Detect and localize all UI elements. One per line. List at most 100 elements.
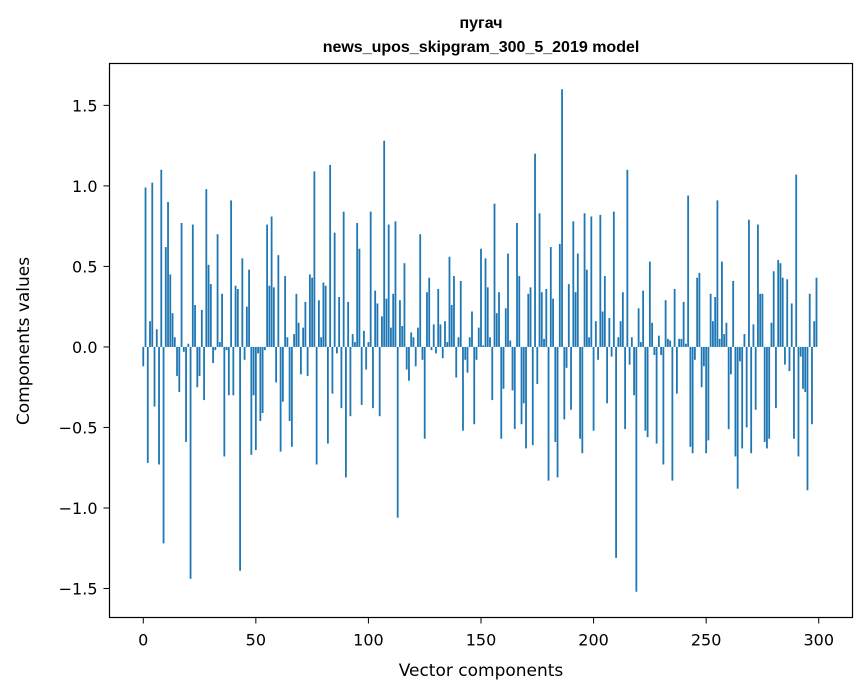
bar-155	[491, 346, 494, 401]
bar-264	[736, 346, 739, 489]
bar-197	[585, 269, 588, 347]
bar-248	[700, 346, 703, 388]
bar-99	[365, 346, 368, 370]
bar-175	[536, 346, 539, 384]
chart-title: пугач	[459, 15, 502, 32]
bar-109	[387, 224, 390, 347]
bar-211	[617, 337, 620, 347]
bar-79	[320, 337, 323, 347]
bar-63	[284, 276, 287, 347]
bar-176	[538, 213, 541, 347]
bars-group	[142, 89, 818, 592]
bar-28	[205, 189, 208, 347]
ticks-group: 0 50 100 150 200 250 300 −1.5 −1.0 −0.5 0.0 0.5 1.0 1…	[59, 96, 834, 649]
bar-280	[772, 271, 775, 347]
bar-242	[687, 195, 690, 347]
bar-183	[554, 346, 557, 442]
bar-144	[466, 346, 469, 373]
bar-228	[655, 346, 658, 444]
bar-117	[405, 346, 408, 370]
x-axis-label: Vector components	[399, 661, 564, 681]
y-tick-label: −1.5	[59, 580, 98, 599]
bar-166	[516, 222, 518, 347]
bar-82	[327, 346, 329, 444]
bar-164	[511, 346, 514, 391]
bar-122	[417, 327, 419, 347]
bar-86	[336, 346, 338, 354]
y-tick-label: 1.0	[72, 177, 97, 196]
bar-169	[522, 346, 525, 404]
bar-293	[802, 346, 804, 389]
bar-261	[730, 346, 732, 375]
x-tick-label: 150	[466, 631, 497, 650]
bar-129	[432, 324, 435, 347]
bar-279	[770, 322, 773, 347]
bar-77	[315, 346, 318, 465]
bar-58	[272, 287, 275, 347]
bar-11	[167, 202, 169, 347]
bar-57	[270, 216, 273, 347]
bar-165	[513, 346, 516, 430]
bar-1	[144, 187, 147, 347]
y-tick-label: 0.5	[72, 257, 97, 276]
bar-51	[257, 346, 259, 354]
bar-64	[286, 337, 289, 347]
bar-203	[599, 214, 602, 347]
bar-285	[784, 346, 786, 365]
bar-148	[475, 346, 478, 360]
bar-107	[383, 140, 386, 347]
bar-214	[624, 346, 626, 430]
bar-8	[160, 169, 163, 347]
bar-142	[462, 346, 464, 431]
bar-162	[507, 253, 509, 347]
bar-288	[790, 303, 793, 347]
bar-167	[518, 276, 521, 347]
bar-78	[317, 300, 320, 347]
bar-13	[171, 313, 174, 347]
bar-136	[448, 256, 451, 347]
bar-198	[588, 337, 590, 347]
bar-159	[500, 346, 503, 439]
bar-23	[194, 305, 196, 347]
bar-202	[597, 346, 599, 360]
bar-158	[498, 292, 500, 347]
bar-115	[401, 326, 404, 347]
bar-249	[703, 346, 705, 367]
bar-182	[552, 298, 554, 347]
bar-251	[707, 346, 710, 441]
bar-83	[329, 164, 332, 347]
chart-subtitle: news_upos_skipgram_300_5_2019 model	[323, 39, 640, 56]
bar-299	[815, 277, 818, 347]
bar-90	[345, 346, 347, 478]
bar-241	[684, 343, 687, 347]
bar-243	[689, 346, 692, 447]
bar-12	[169, 274, 172, 347]
bar-36	[223, 346, 226, 457]
bar-74	[308, 274, 311, 347]
bar-263	[734, 346, 737, 457]
bar-160	[502, 346, 505, 389]
bar-105	[378, 346, 381, 417]
bar-84	[331, 346, 334, 394]
bar-258	[723, 334, 726, 347]
bar-124	[421, 346, 424, 360]
bar-29	[207, 264, 210, 347]
bar-41	[234, 285, 237, 347]
bar-213	[621, 292, 624, 347]
bar-25	[198, 346, 201, 376]
bar-296	[808, 293, 811, 347]
bar-49	[252, 346, 255, 396]
bar-244	[691, 346, 694, 454]
bar-262	[732, 280, 735, 347]
bar-199	[590, 216, 593, 347]
bar-222	[642, 290, 645, 347]
bar-71	[302, 327, 305, 347]
bar-151	[482, 345, 485, 347]
bar-170	[525, 346, 527, 449]
bar-66	[290, 346, 293, 447]
bar-18	[182, 346, 185, 352]
bar-232	[664, 300, 667, 347]
bar-35	[221, 293, 223, 347]
bar-141	[459, 280, 462, 347]
bar-7	[158, 346, 160, 465]
